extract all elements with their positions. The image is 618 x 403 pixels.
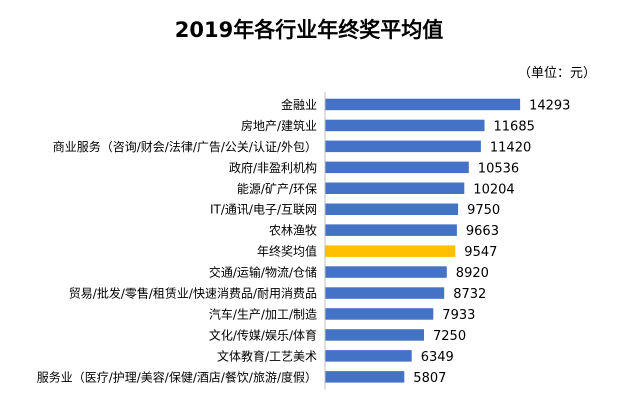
data-label: 10536 bbox=[478, 161, 519, 176]
category-label: IT/通讯/电子/互联网 bbox=[210, 203, 317, 217]
category-label: 服务业（医疗/护理/美容/保健/酒店/餐饮/旅游/度假） bbox=[37, 369, 317, 384]
category-label: 汽车/生产/加工/制造 bbox=[209, 307, 317, 322]
bar bbox=[325, 203, 459, 215]
unit-label: （单位：元） bbox=[517, 66, 596, 81]
bar bbox=[325, 350, 412, 362]
bar bbox=[325, 140, 481, 153]
data-label: 8920 bbox=[456, 266, 489, 281]
bar bbox=[325, 98, 521, 111]
data-label: 9663 bbox=[466, 224, 499, 239]
category-label: 年终奖均值 bbox=[257, 244, 317, 259]
data-label: 10204 bbox=[473, 182, 514, 197]
data-label: 11685 bbox=[494, 119, 535, 134]
bar bbox=[325, 266, 447, 278]
bar bbox=[325, 245, 456, 257]
category-label: 政府/非盈利机构 bbox=[229, 160, 317, 175]
bar bbox=[325, 119, 485, 132]
category-label: 贸易/批发/零售/租赁业/快速消费品/耐用消费品 bbox=[69, 286, 317, 301]
category-label: 房地产/建筑业 bbox=[241, 118, 317, 133]
category-label: 金融业 bbox=[281, 97, 317, 112]
category-label: 商业服务（咨询/财会/法律/广告/公关/认证/外包） bbox=[53, 139, 317, 154]
category-label: 文体教育/工艺美术 bbox=[217, 348, 317, 363]
data-label: 9547 bbox=[464, 245, 497, 260]
chart-title: 2019年各行业年终奖平均值 bbox=[174, 18, 444, 42]
data-label: 11420 bbox=[490, 140, 531, 155]
bar bbox=[325, 287, 445, 299]
bar bbox=[325, 329, 424, 341]
bar bbox=[325, 308, 434, 320]
data-label: 14293 bbox=[529, 99, 570, 114]
bar bbox=[325, 182, 465, 194]
data-label: 5807 bbox=[413, 371, 446, 386]
bar bbox=[325, 224, 457, 236]
category-label: 文化/传媒/娱乐/体育 bbox=[209, 327, 317, 342]
bar bbox=[325, 371, 405, 383]
data-label: 7933 bbox=[442, 308, 475, 323]
category-label: 交通/运输/物流/仓储 bbox=[209, 265, 317, 280]
category-label: 能源/矿产/环保 bbox=[237, 182, 317, 196]
data-label: 9750 bbox=[467, 203, 500, 218]
data-label: 7250 bbox=[433, 329, 466, 344]
data-label: 8732 bbox=[453, 287, 486, 302]
category-label: 农林渔牧 bbox=[269, 224, 317, 238]
bar bbox=[325, 161, 469, 174]
data-label: 6349 bbox=[421, 350, 454, 365]
